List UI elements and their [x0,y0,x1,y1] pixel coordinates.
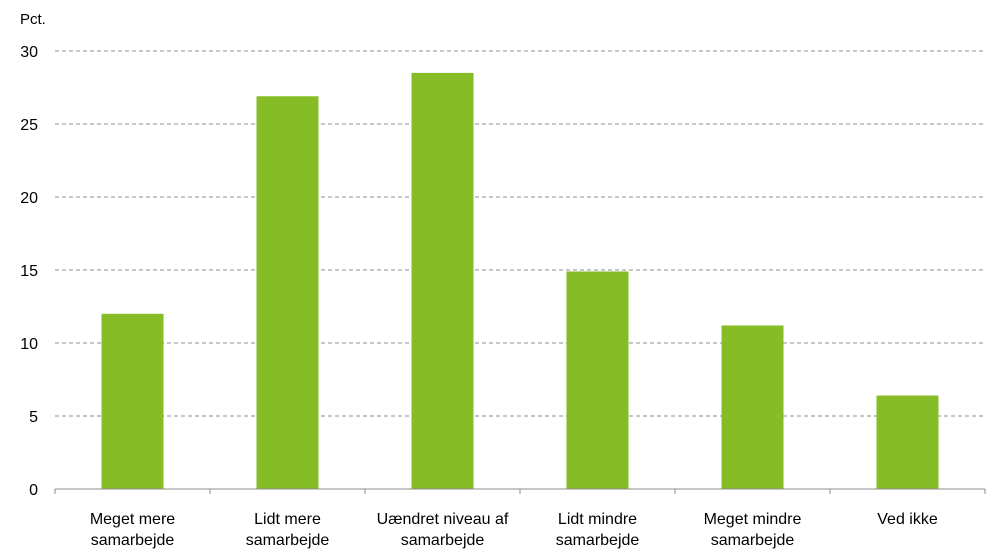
y-tick-label: 0 [29,482,38,499]
bar [876,395,939,489]
y-tick-label: 5 [29,409,38,426]
x-tick-label-line: samarbejde [711,532,795,549]
bar [411,72,474,490]
x-tick-label-line: samarbejde [91,532,175,549]
x-tick-label-line: Uændret niveau af [377,511,509,528]
x-tick-label-line: samarbejde [556,532,640,549]
x-tick-label: Lidt mindre samarbejde [556,511,640,549]
y-tick-label: 20 [20,190,38,207]
x-tick-label-line: Meget mere [90,511,175,528]
x-tick-label: Meget mindre samarbejde [704,511,802,549]
bar [101,313,164,489]
x-tick-label-line: samarbejde [401,532,485,549]
x-tick-label-line: Ved ikke [877,511,938,528]
x-tick-label: Ved ikke [877,511,938,528]
bar [721,325,784,489]
x-tick-label: Meget mere samarbejde [90,511,175,549]
y-tick-label: 30 [20,44,38,61]
gridlines [55,50,985,417]
bar [256,96,319,489]
y-tick-label: 25 [20,117,38,134]
bars [101,72,939,490]
y-axis-ticks: 0 5 10 15 20 25 30 [20,44,38,499]
x-tick-label-line: Meget mindre [704,511,802,528]
x-tick-label-line: Lidt mindre [558,511,637,528]
bar [566,271,629,489]
x-tick-label-line: Lidt mere [254,511,321,528]
y-tick-label: 15 [20,263,38,280]
x-tick-label: Lidt mere samarbejde [246,511,330,549]
x-tick-label-line: samarbejde [246,532,330,549]
y-tick-label: 10 [20,336,38,353]
y-axis-unit-label: Pct. [20,11,46,28]
x-tick-label: Uændret niveau af samarbejde [377,511,509,549]
